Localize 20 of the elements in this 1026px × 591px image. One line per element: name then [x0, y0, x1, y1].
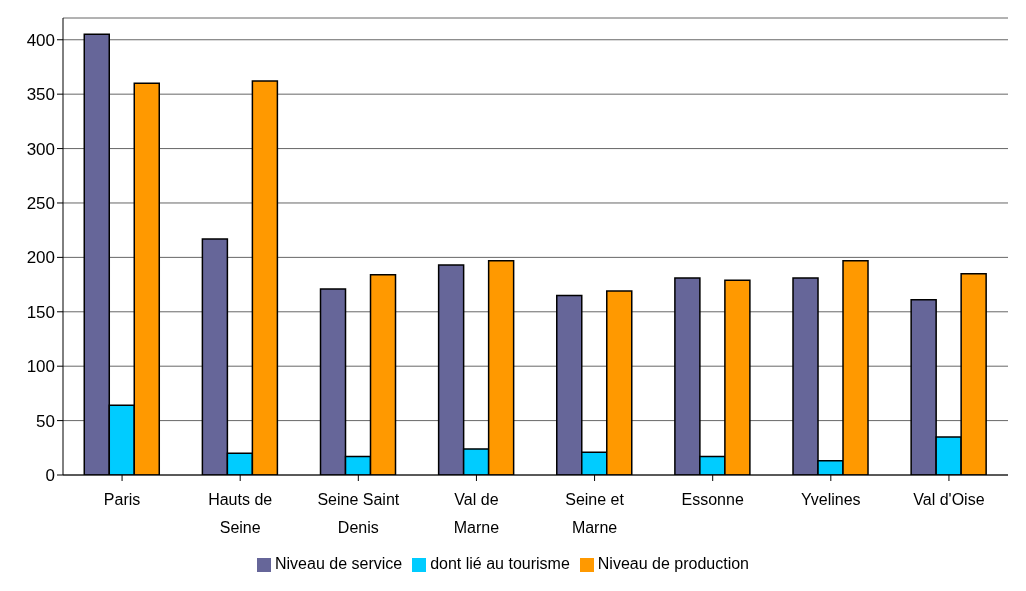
legend-label: Niveau de service	[274, 555, 403, 572]
y-tick-label: 250	[26, 194, 55, 214]
x-tick-label: Val de Marne	[453, 491, 500, 536]
x-tick-label: Essonne	[681, 491, 744, 508]
x-tick-label: Hauts de Seine	[208, 491, 273, 536]
x-tick-label: Seine et Marne	[565, 491, 625, 536]
x-tick-label: Val d'Oise	[913, 491, 985, 508]
x-tick-label: Seine Saint Denis	[317, 491, 400, 536]
y-tick-label: 200	[26, 248, 55, 268]
y-tick-label: 100	[26, 357, 55, 377]
legend-label: Niveau de production	[597, 555, 750, 572]
y-tick-label: 0	[45, 466, 55, 486]
x-tick-label: Yvelines	[801, 491, 861, 508]
y-tick-label: 300	[26, 139, 55, 159]
y-tick-label: 150	[26, 302, 55, 322]
y-tick-label: 400	[26, 30, 55, 50]
legend-label: dont lié au tourisme	[430, 555, 570, 572]
x-tick-label: Paris	[103, 491, 141, 508]
y-tick-label: 50	[36, 411, 55, 431]
y-tick-label: 350	[26, 85, 55, 105]
